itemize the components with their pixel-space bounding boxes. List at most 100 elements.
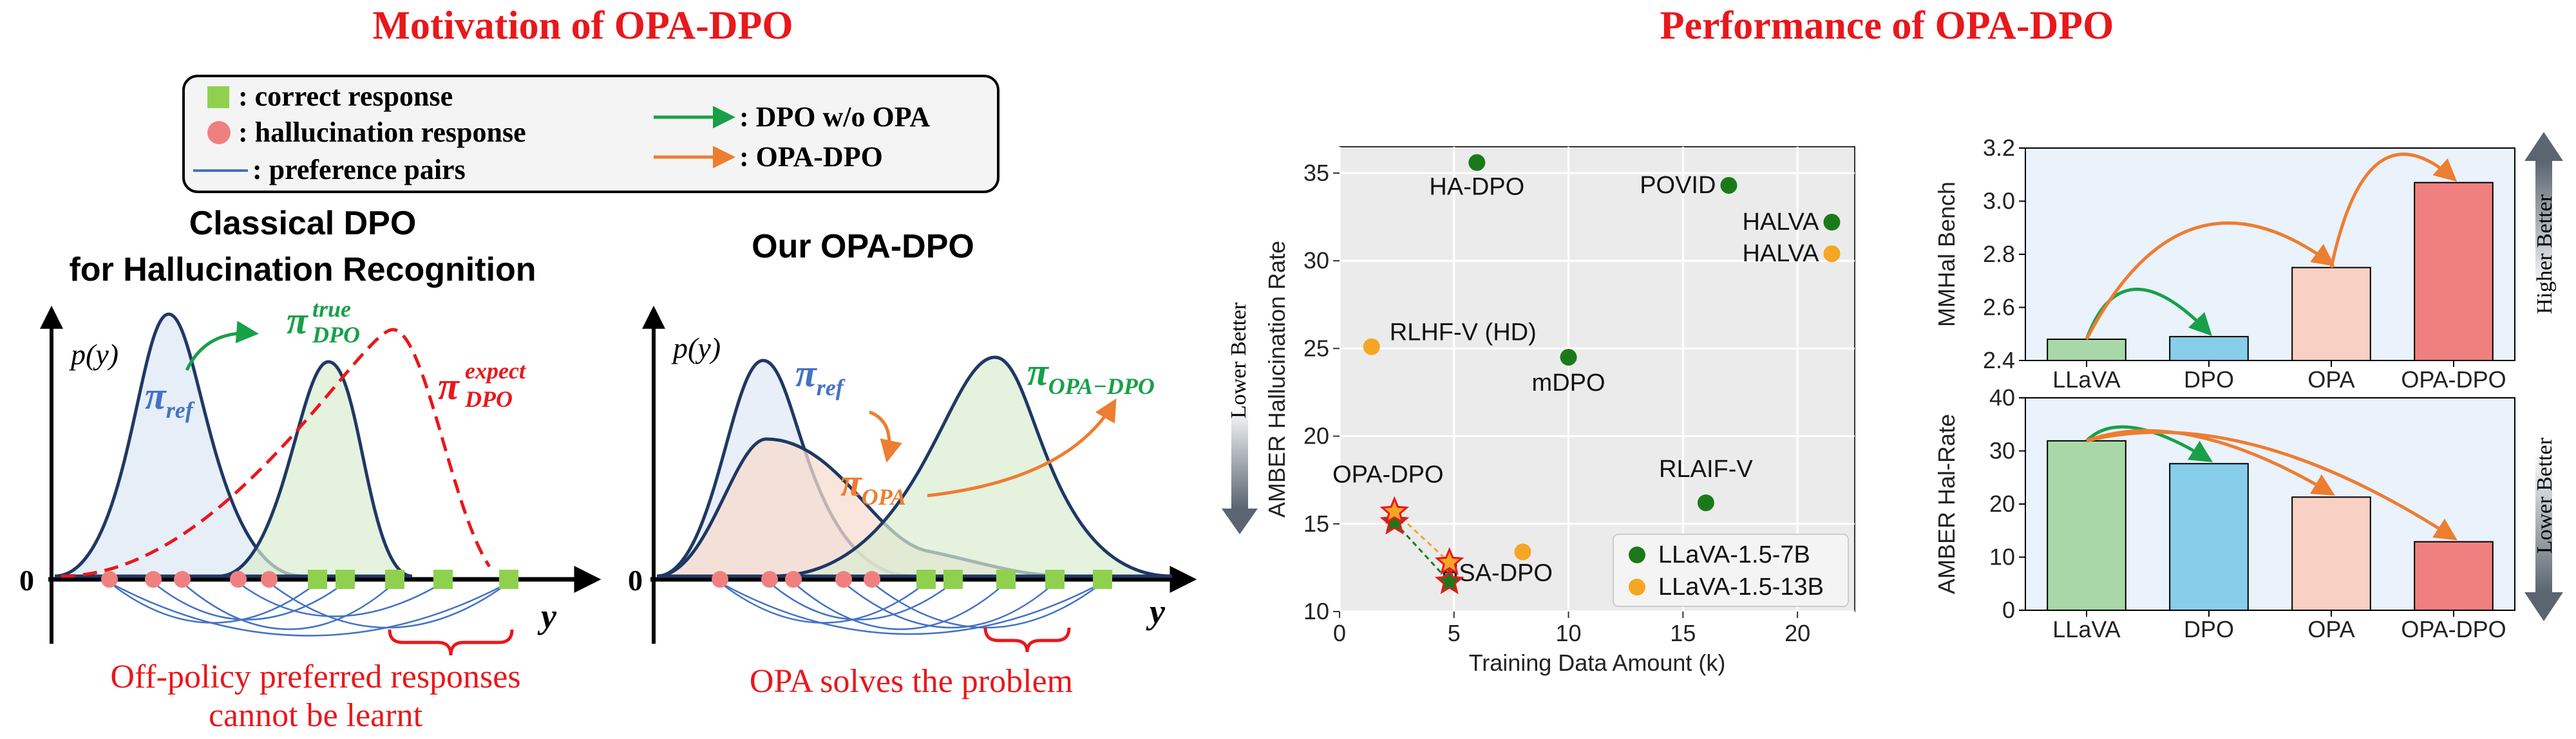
motivation-title: Motivation of OPA-DPO <box>372 4 793 48</box>
bar-y-tick-label: 30 <box>1989 438 2015 464</box>
bar-y-tick-label: 20 <box>1989 491 2015 517</box>
performance-title: Performance of OPA-DPO <box>1660 4 2114 48</box>
scatter-point-label: HALVA <box>1742 209 1819 236</box>
opa-orange-arrow-down <box>869 410 902 463</box>
bar-y-tick-label: 40 <box>1989 384 2015 411</box>
scatter-y-label: AMBER Hallucination Rate <box>1264 241 1290 518</box>
classical-pi-expect-sub: DPO <box>464 386 513 412</box>
opa-dpo-stars: OPA-DPO <box>1332 462 1464 595</box>
scatter-point <box>1823 214 1841 231</box>
scatter-lower-better-arrow: Lower Better <box>1222 302 1258 534</box>
classical-pi-ref-curve <box>54 312 303 578</box>
scatter-ticks: 0 5 10 15 20 10 15 20 25 30 35 <box>1303 160 1810 646</box>
classical-pi-true-curve <box>218 360 413 578</box>
classical-zero: 0 <box>19 564 34 597</box>
scatter-y-tick-label: 25 <box>1303 335 1329 361</box>
classical-green-arrow <box>185 321 259 371</box>
opa-dpo-star <box>1379 507 1410 535</box>
opa-preference-arcs <box>719 581 1103 635</box>
bar-transition-arrow <box>2086 431 2458 541</box>
scatter-legend-marker <box>1629 547 1645 563</box>
classical-correct-markers <box>308 570 518 589</box>
classical-hallucination-markers <box>101 571 278 588</box>
bar-y-tick-label: 2.6 <box>1983 294 2015 321</box>
bar-y-tick-label: 2.8 <box>1983 241 2015 267</box>
classical-pi-true-sub: DPO <box>312 322 360 348</box>
opa-y-label: y <box>1146 592 1166 631</box>
scatter-legend: LLaVA-1.5-7B LLaVA-1.5-13B <box>1613 534 1849 607</box>
scatter-y-tick-label: 30 <box>1303 247 1329 274</box>
bar-x-tick-label: OPA <box>2307 366 2354 393</box>
scatter-legend-label: LLaVA-1.5-13B <box>1658 574 1824 601</box>
scatter-point-label: HALVA <box>1742 240 1819 267</box>
scatter-point <box>1363 338 1380 355</box>
classical-pi-expect-sup: expect <box>465 358 526 384</box>
legend-correct-label: : correct response <box>238 80 453 112</box>
opa-dpo-star <box>1434 566 1464 595</box>
classical-offpolicy-bracket <box>388 629 514 656</box>
scatter-x-tick-label: 20 <box>1785 620 1810 646</box>
scatter-point <box>1560 348 1577 366</box>
mmhal-y-label: MMHal Bench <box>1933 182 1960 327</box>
opa-dpo-scatter-label: OPA-DPO <box>1332 462 1443 489</box>
bar-y-tick-label: 3.0 <box>1983 188 2015 214</box>
classical-pi-true-sup: true <box>312 296 351 322</box>
opa-zero: 0 <box>628 564 643 597</box>
opa-dpo-star <box>1379 496 1410 525</box>
scatter-point-label: RLHF-V (HD) <box>1390 319 1537 346</box>
opa-pi-opadpo-curve <box>772 355 1173 578</box>
opa-heading: Our OPA-DPO <box>752 228 974 265</box>
bar-y-tick-label: 10 <box>1989 544 2015 570</box>
scatter-y-tick-label: 35 <box>1303 160 1329 186</box>
scatter-legend-label: LLaVA-1.5-7B <box>1658 541 1810 568</box>
classical-py-label: p(y) <box>69 338 118 371</box>
classical-pi-expect-label: π <box>438 365 460 407</box>
scatter-x-tick-label: 0 <box>1333 620 1346 646</box>
opa-hallucination-markers <box>712 571 880 588</box>
scatter-grid <box>1338 147 1855 613</box>
higher-better-label: Higher Better <box>2533 194 2557 314</box>
scatter-y-tick-label: 10 <box>1303 598 1329 624</box>
bar <box>2414 182 2494 361</box>
bar-transition-arrow <box>2085 221 2335 341</box>
legend-opa-dpo-label: : OPA-DPO <box>739 141 883 173</box>
scatter-legend-marker <box>1629 579 1645 595</box>
classical-preference-arcs <box>109 581 509 637</box>
scatter-point <box>1697 494 1714 512</box>
opa-pi-opa-label: πOPA <box>840 462 906 510</box>
bar <box>2169 463 2249 611</box>
classical-pi-true-label: π <box>287 299 309 342</box>
opa-dpo-star <box>1434 547 1464 575</box>
legend-dpo-wo-opa-label: : DPO w/o OPA <box>739 101 930 133</box>
amber-y-label: AMBER Hal-Rate <box>1933 414 1960 594</box>
scatter-point-label: POVID <box>1640 172 1716 199</box>
bar-transition-arrow <box>2086 429 2336 496</box>
opa-orange-arrow-up <box>927 398 1117 498</box>
scatter-point <box>1514 543 1531 561</box>
scatter-point-label: HSA-DPO <box>1441 559 1553 586</box>
bar-y-tick-label: 2.4 <box>1983 347 2015 373</box>
bar-x-tick-label: DPO <box>2184 366 2234 393</box>
scatter-point <box>1823 245 1841 263</box>
hallucination-marker-icon <box>207 121 231 144</box>
opa-dpo-panel: Our OPA-DPO p(y) 0 y πref <box>628 228 1197 700</box>
classical-pi-expect-curve <box>61 328 491 578</box>
scatter-point-label: mDPO <box>1532 370 1605 397</box>
classical-heading-line2: for Hallucination Recognition <box>69 251 536 288</box>
scatter-y-tick-label: 20 <box>1303 423 1329 449</box>
legend-pairs-label: : preference pairs <box>252 154 466 185</box>
classical-note-line2: cannot be learnt <box>209 697 423 734</box>
bar-transition-arrow <box>2085 425 2213 463</box>
scatter-point <box>1720 176 1738 194</box>
scatter-x-tick-label: 10 <box>1556 620 1582 646</box>
legend-hallucination-label: : hallucination response <box>238 117 526 148</box>
scatter-chart: Lower Better 0 5 10 15 20 10 15 20 25 30 35 Traini… <box>1222 146 1855 676</box>
scatter-points: HA-DPO POVID HALVA HALVA RLHF-V (HD) mDPO RLAI… <box>1363 154 1841 586</box>
scatter-point-label: HA-DPO <box>1429 174 1524 201</box>
higher-better-arrow: Higher Better <box>2524 132 2563 314</box>
classical-heading-line1: Classical DPO <box>189 205 417 242</box>
scatter-x-tick-label: 5 <box>1448 620 1461 646</box>
correct-marker-icon <box>207 86 229 108</box>
bar-x-tick-label: DPO <box>2184 616 2234 642</box>
